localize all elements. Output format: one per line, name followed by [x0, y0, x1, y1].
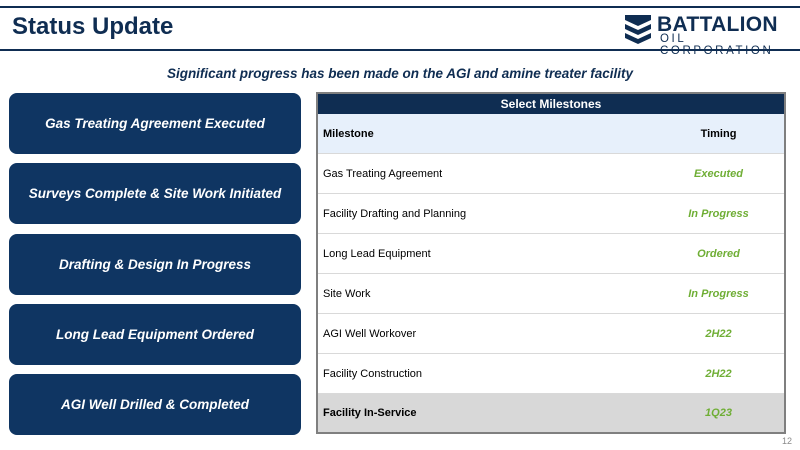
table-row: Facility Construction 2H22 [318, 354, 784, 394]
timing-cell: In Progress [688, 207, 749, 220]
milestone-cell: Facility In-Service [323, 407, 417, 419]
timing-cell: 2H22 [705, 327, 732, 340]
chevron-logo-icon [625, 15, 651, 44]
table-row: AGI Well Workover 2H22 [318, 314, 784, 354]
timing-cell: In Progress [688, 287, 749, 300]
column-header-milestone: Milestone [323, 127, 374, 140]
page-number: 12 [781, 436, 792, 446]
status-card: Gas Treating Agreement Executed [9, 93, 301, 154]
table-row: Facility Drafting and Planning In Progre… [318, 194, 784, 234]
milestone-cell: Site Work [323, 287, 371, 300]
column-header-timing: Timing [700, 127, 737, 140]
logo-subtitle: OIL CORPORATION [660, 33, 774, 57]
status-card: Drafting & Design In Progress [9, 234, 301, 295]
logo-name: BATTALION [657, 13, 778, 36]
timing-cell: Ordered [697, 247, 740, 260]
table-row: Site Work In Progress [318, 274, 784, 314]
milestone-cell: Long Lead Equipment [323, 247, 431, 260]
table-row: Gas Treating Agreement Executed [318, 154, 784, 194]
top-rule [0, 6, 800, 8]
milestone-cell: AGI Well Workover [323, 327, 417, 340]
timing-cell: Executed [694, 167, 743, 180]
status-card: Long Lead Equipment Ordered [9, 304, 301, 365]
company-logo: BATTALION OIL CORPORATION [624, 13, 794, 57]
milestone-cell: Facility Construction [323, 367, 423, 380]
table-row: Long Lead Equipment Ordered [318, 234, 784, 274]
page-title: Status Update [12, 13, 174, 40]
milestone-cell: Gas Treating Agreement [323, 167, 443, 180]
status-card: AGI Well Drilled & Completed [9, 374, 301, 435]
table-row-final: Facility In-Service 1Q23 [318, 394, 784, 432]
status-card: Surveys Complete & Site Work Initiated [9, 163, 301, 224]
milestones-table: Select Milestones Milestone Timing Gas T… [316, 92, 786, 434]
milestone-cell: Facility Drafting and Planning [323, 207, 467, 220]
timing-cell: 2H22 [705, 367, 732, 380]
table-header-row: Milestone Timing [318, 114, 784, 154]
slide-subtitle: Significant progress has been made on th… [166, 66, 634, 81]
header-rule [0, 49, 800, 51]
table-title: Select Milestones [318, 94, 784, 114]
timing-cell: 1Q23 [705, 407, 732, 419]
